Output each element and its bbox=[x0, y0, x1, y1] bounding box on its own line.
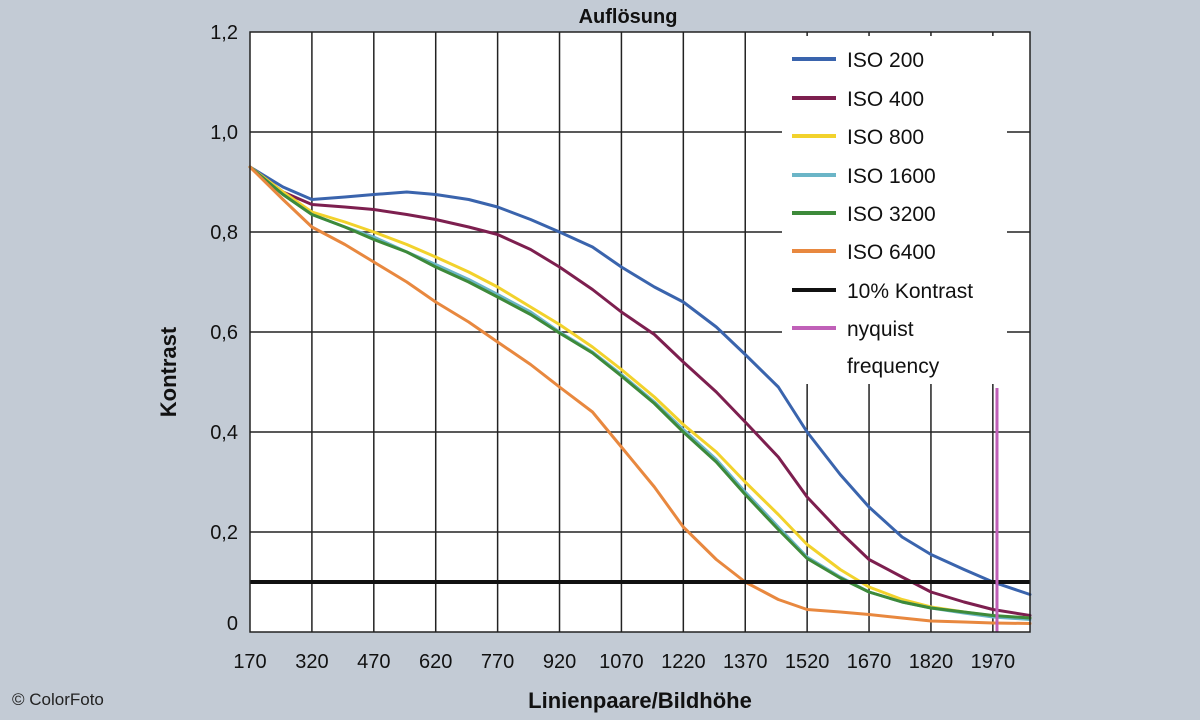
legend-label: 10% Kontrast bbox=[847, 280, 973, 303]
y-axis-title: Kontrast bbox=[156, 326, 181, 417]
legend-label: ISO 800 bbox=[847, 126, 924, 149]
legend-label: ISO 6400 bbox=[847, 241, 936, 264]
series-line-iso-6400 bbox=[248, 165, 1032, 625]
x-tick-label: 1370 bbox=[723, 651, 768, 673]
legend-label: ISO 200 bbox=[847, 49, 924, 72]
credit-text: © ColorFoto bbox=[12, 690, 104, 709]
x-tick-label: 770 bbox=[481, 651, 514, 673]
y-axis-ticks: 0 0,2 0,4 0,6 0,8 1,0 1,2 bbox=[210, 22, 238, 635]
x-tick-label: 1070 bbox=[599, 651, 644, 673]
legend-label: ISO 3200 bbox=[847, 203, 936, 226]
x-tick-label: 1670 bbox=[847, 651, 892, 673]
x-axis-ticks: 170 320 470 620 770 920 1070 1220 1370 1520 1670 18… bbox=[233, 651, 1015, 673]
series-layer bbox=[248, 165, 1032, 625]
y-tick-label: 0 bbox=[227, 613, 238, 635]
x-tick-label: 1820 bbox=[909, 651, 954, 673]
y-tick-label: 0,2 bbox=[210, 522, 238, 544]
y-tick-label: 0,4 bbox=[210, 422, 238, 444]
legend-label: ISO 400 bbox=[847, 88, 924, 111]
series-line-iso-400 bbox=[248, 165, 1032, 617]
x-tick-label: 1970 bbox=[971, 651, 1016, 673]
y-tick-label: 0,8 bbox=[210, 222, 238, 244]
series-line-iso-200 bbox=[248, 165, 1032, 596]
x-tick-label: 1520 bbox=[785, 651, 830, 673]
legend: ISO 200 ISO 400 ISO 800 ISO 1600 ISO 3200 ISO… bbox=[782, 36, 1007, 384]
x-tick-label: 320 bbox=[295, 651, 328, 673]
x-tick-label: 1220 bbox=[661, 651, 706, 673]
x-tick-label: 920 bbox=[543, 651, 576, 673]
y-tick-label: 0,6 bbox=[210, 322, 238, 344]
plot-border bbox=[249, 31, 1031, 633]
x-tick-label: 620 bbox=[419, 651, 452, 673]
legend-label: ISO 1600 bbox=[847, 165, 936, 188]
x-tick-label: 170 bbox=[233, 651, 266, 673]
y-tick-label: 1,2 bbox=[210, 22, 238, 44]
reference-lines bbox=[250, 388, 1030, 632]
series-line-iso-3200 bbox=[248, 165, 1032, 620]
y-tick-label: 1,0 bbox=[210, 122, 238, 144]
chart-title: Auflösung bbox=[579, 6, 678, 28]
legend-label: nyquist frequency bbox=[847, 318, 940, 378]
x-axis-title: Linienpaare/Bildhöhe bbox=[528, 688, 752, 713]
series-line-iso-800 bbox=[248, 165, 1032, 620]
x-tick-label: 470 bbox=[357, 651, 390, 673]
